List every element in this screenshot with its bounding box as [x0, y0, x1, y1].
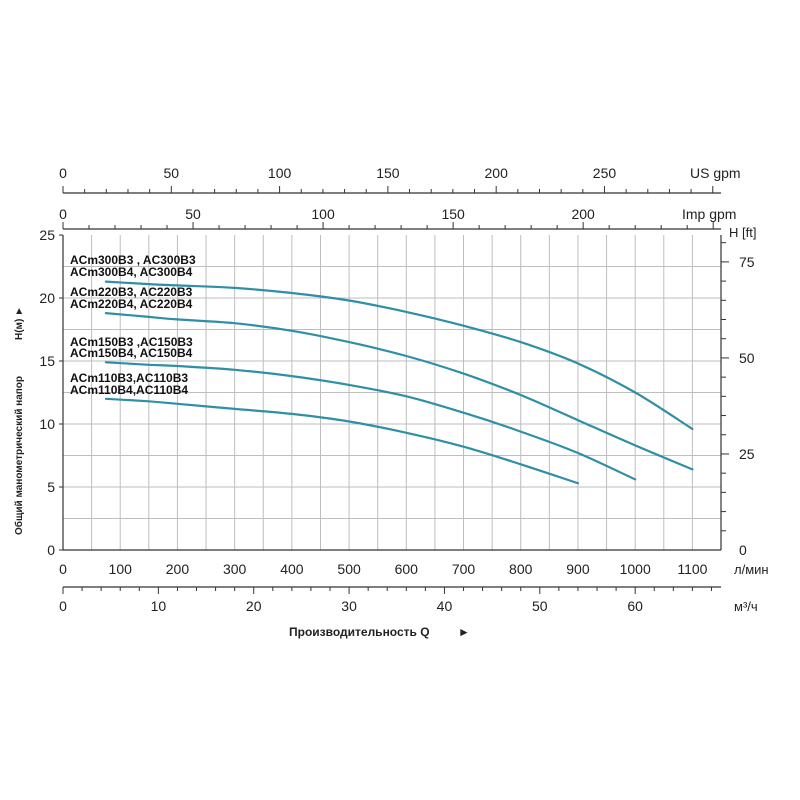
curve-label-7: ACm110B3,AC110B3 — [70, 371, 188, 385]
y-tick-label-m: 20 — [39, 290, 55, 306]
x-unit-impgpm: Imp gpm — [682, 206, 736, 222]
x-m3h-tick-label: 30 — [341, 598, 357, 614]
x-usgpm-tick-label: 100 — [268, 165, 292, 181]
x-axis-title-arrow: ► — [458, 625, 470, 639]
x-impgpm-tick-label: 50 — [185, 206, 201, 222]
x-tick-label-lmin: 600 — [395, 561, 419, 577]
curve-label-6: ACm150B4, AC150B4 — [70, 346, 193, 360]
tick-labels: 0 100 200 300 400 500 600 700 800 900 1000 11000510… — [39, 165, 754, 614]
axes — [59, 186, 729, 594]
y-tick-label-ft: 0 — [739, 542, 747, 558]
x-axis-title: Производительность Q — [289, 625, 430, 639]
y-tick-label-m: 10 — [39, 416, 55, 432]
curve-label-5: ACm150B3 ,AC150B3 — [70, 335, 193, 349]
x-tick-label-lmin: 400 — [280, 561, 304, 577]
x-unit-usgpm: US gpm — [690, 165, 741, 181]
x-m3h-tick-label: 50 — [532, 598, 548, 614]
x-tick-label-lmin: 500 — [337, 561, 361, 577]
x-usgpm-tick-label: 200 — [485, 165, 509, 181]
x-tick-label-lmin: 200 — [166, 561, 190, 577]
series-4-curve — [104, 397, 580, 485]
x-tick-label-lmin: 1100 — [677, 561, 707, 577]
y-tick-label-m: 25 — [39, 227, 55, 243]
x-impgpm-tick-label: 0 — [59, 206, 67, 222]
curve-label-3: ACm220B3, AC220B3 — [70, 285, 193, 299]
x-m3h-tick-label: 60 — [627, 598, 643, 614]
x-impgpm-tick-label: 200 — [571, 206, 595, 222]
x-m3h-tick-label: 10 — [151, 598, 167, 614]
curve-label-1: ACm300B3 , AC300B3 — [70, 253, 196, 267]
curve-label-2: ACm300B4, AC300B4 — [70, 265, 193, 279]
series-2-curve — [104, 312, 694, 471]
x-m3h-tick-label: 0 — [59, 598, 67, 614]
y-tick-label-ft: 25 — [739, 446, 755, 462]
x-usgpm-tick-label: 250 — [593, 165, 617, 181]
x-tick-label-lmin: 100 — [109, 561, 133, 577]
x-impgpm-tick-label: 150 — [441, 206, 465, 222]
curve-label-8: ACm110B4,AC110B4 — [70, 383, 188, 397]
x-impgpm-tick-label: 100 — [311, 206, 335, 222]
x-usgpm-tick-label: 0 — [59, 165, 67, 181]
y-axis-title: Общий манометрический напор — [13, 376, 25, 535]
y-tick-label-m: 15 — [39, 353, 55, 369]
x-tick-label-lmin: 0 — [59, 561, 67, 577]
series-1-curve — [104, 280, 694, 431]
curve-label-4: ACm220B4, AC220B4 — [70, 297, 193, 311]
y-axis-title-arrow: H(м) ► — [14, 306, 25, 340]
x-tick-label-lmin: 1000 — [620, 561, 651, 577]
x-m3h-tick-label: 40 — [437, 598, 453, 614]
curves — [104, 280, 694, 485]
x-tick-label-lmin: 300 — [223, 561, 247, 577]
y-tick-label-ft: 75 — [739, 254, 755, 270]
x-unit-m3h: м³/ч — [734, 599, 758, 614]
x-m3h-tick-label: 20 — [246, 598, 262, 614]
x-usgpm-tick-label: 150 — [376, 165, 400, 181]
y-tick-label-ft: 50 — [739, 350, 755, 366]
y-tick-label-m: 5 — [47, 479, 55, 495]
y-tick-label-m: 0 — [47, 542, 55, 558]
x-usgpm-tick-label: 50 — [164, 165, 180, 181]
y-unit-ft: H [ft] — [729, 225, 756, 240]
x-tick-label-lmin: 700 — [452, 561, 476, 577]
x-tick-label-lmin: 900 — [566, 561, 590, 577]
x-unit-lmin: л/мин — [734, 562, 769, 577]
series-3-curve — [104, 361, 637, 481]
x-tick-label-lmin: 800 — [509, 561, 533, 577]
